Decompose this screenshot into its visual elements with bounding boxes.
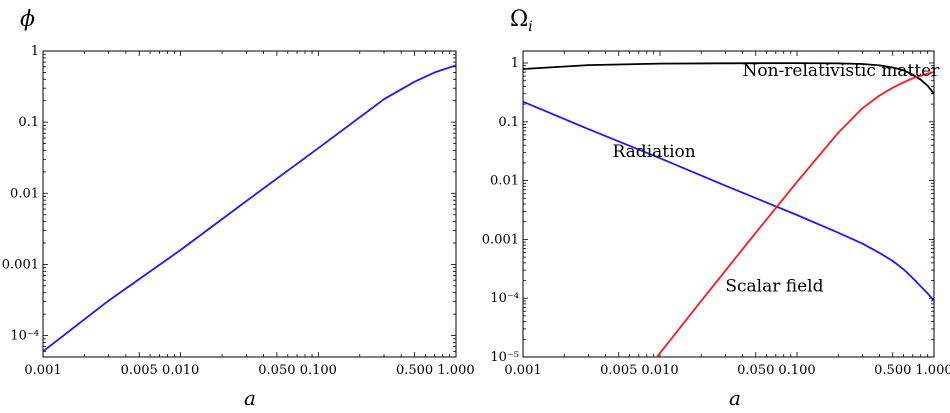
series-line-2	[656, 71, 934, 357]
x-axis-title: a	[244, 386, 256, 410]
y-axis-title: Ωi	[510, 7, 533, 35]
y-tick-label: 0.01	[490, 174, 519, 189]
series-annotation: Radiation	[612, 142, 695, 162]
y-tick-label: 0.1	[18, 115, 39, 130]
x-tick-label: 0.050	[737, 363, 774, 378]
y-tick-label: 0.001	[482, 232, 519, 247]
omega-panel: 0.001 0.005 0.010 0.050 0.100 0.500 1.000 10⁻⁵ 1…	[482, 7, 950, 410]
y-tick-label: 10⁻⁴	[490, 291, 519, 306]
y-tick-label: 1	[31, 44, 39, 59]
x-tick-label: 0.500	[396, 363, 433, 378]
plot-frame	[42, 50, 457, 358]
x-tick-label: 0.100	[778, 363, 815, 378]
x-tick-label: 1.000	[437, 363, 474, 378]
x-tick-label: 0.010	[162, 363, 199, 378]
x-tick-label: 0.100	[300, 363, 337, 378]
phi-panel: 0.001 0.005 0.010 0.050 0.100 0.500 1.000 10⁻⁴ 0…	[2, 7, 475, 410]
x-tick-label: 0.001	[504, 363, 541, 378]
x-tick-label: 0.010	[641, 363, 678, 378]
series-line-0	[43, 64, 456, 353]
y-tick-label: 1	[511, 56, 519, 71]
y-axis-title-subscript: i	[528, 19, 532, 35]
x-tick-label: 0.500	[874, 363, 911, 378]
x-axis-title: a	[729, 386, 741, 410]
series-annotation: Scalar field	[725, 277, 823, 297]
x-tick-label: 0.001	[24, 363, 61, 378]
x-tick-label: 0.005	[600, 363, 637, 378]
y-tick-label: 0.1	[498, 115, 519, 130]
y-tick-label: 10⁻⁵	[490, 350, 519, 365]
plot-frame	[522, 50, 935, 358]
series-annotation: Non-relativistic matter	[742, 61, 940, 81]
x-tick-label: 0.050	[258, 363, 295, 378]
x-tick-label: 1.000	[915, 363, 950, 378]
y-tick-label: 0.001	[2, 257, 39, 272]
y-axis-title: ϕ	[20, 7, 35, 32]
y-tick-label: 10⁻⁴	[10, 329, 39, 344]
series-line-0	[523, 62, 934, 95]
series-line-1	[523, 100, 934, 302]
y-tick-label: 0.01	[10, 186, 39, 201]
x-tick-label: 0.005	[121, 363, 158, 378]
